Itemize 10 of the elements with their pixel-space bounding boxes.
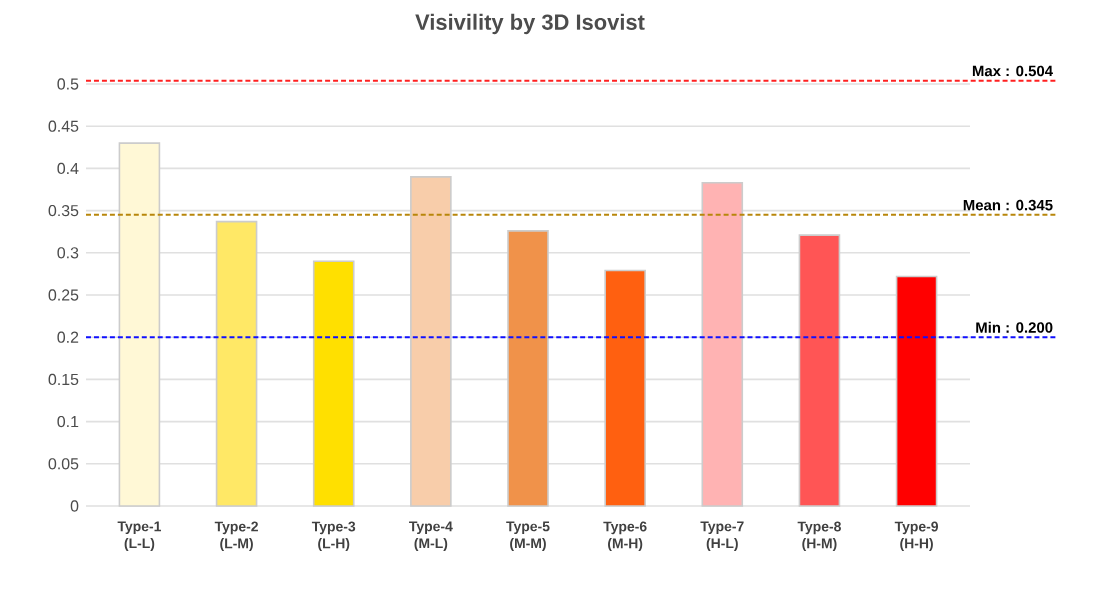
bar [118, 142, 161, 507]
bar [507, 230, 549, 507]
chart-title: Visivility by 3D Isovist [415, 13, 645, 35]
bar [604, 269, 646, 507]
bar [701, 181, 744, 507]
bar [312, 260, 355, 507]
bar [410, 176, 452, 507]
bar [895, 275, 938, 507]
bar [215, 220, 258, 507]
bar [798, 234, 841, 507]
